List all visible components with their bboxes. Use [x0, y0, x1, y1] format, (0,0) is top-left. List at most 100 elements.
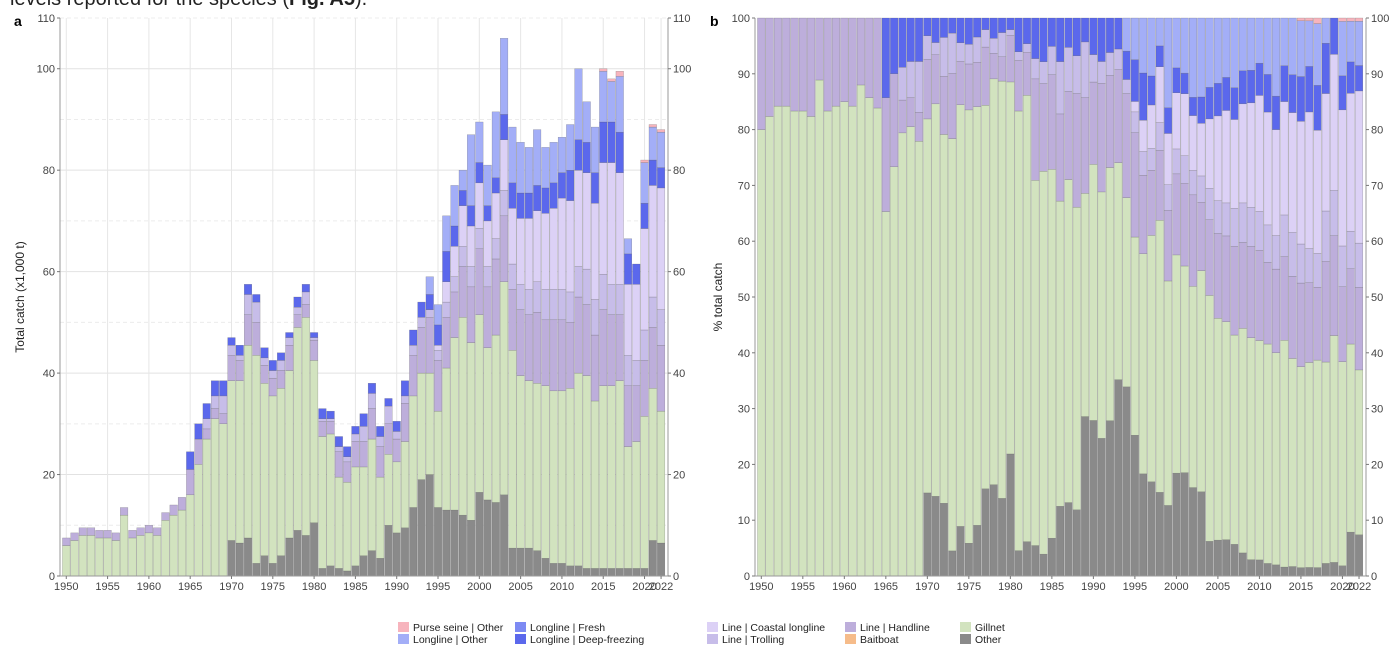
- bar-segment: [599, 309, 608, 386]
- panel-a: 0 20 40 60 80 100 110 0 20 40 60 80 100 110 1950 1955 19…: [13, 13, 691, 593]
- bar-segment: [981, 46, 990, 106]
- bar-segment: [442, 251, 451, 282]
- x-tick-label: 1985: [343, 581, 367, 593]
- bar-segment: [798, 17, 807, 112]
- bar-segment: [566, 322, 575, 389]
- bar-segment: [144, 525, 153, 534]
- caption: levels reported for the species (Fig. A5…: [10, 0, 367, 11]
- bar-segment: [500, 139, 509, 191]
- bar-segment: [1338, 361, 1347, 566]
- bar-segment: [1230, 246, 1239, 336]
- bar-segment: [574, 266, 583, 298]
- bar-segment: [417, 479, 426, 577]
- bar-segment: [367, 550, 376, 577]
- bar-segment: [1321, 17, 1330, 44]
- bar-segment: [1280, 340, 1289, 568]
- bar-segment: [1238, 103, 1247, 204]
- bar-segment: [1056, 200, 1065, 507]
- bar-segment: [1222, 539, 1231, 577]
- bar-segment: [1296, 20, 1305, 77]
- bar-segment: [890, 73, 899, 167]
- bar-segment: [409, 355, 418, 397]
- bar-segment: [210, 408, 219, 419]
- bar-segment: [566, 291, 575, 323]
- bar-segment: [1330, 335, 1339, 563]
- bar-segment: [1313, 23, 1322, 86]
- bar-segment: [1172, 173, 1181, 256]
- bar-segment: [1180, 472, 1189, 577]
- bar-segment: [648, 124, 657, 128]
- bar-segment: [840, 17, 849, 102]
- bar-segment: [1238, 328, 1247, 554]
- bar-segment: [1213, 200, 1222, 234]
- bar-segment: [1022, 43, 1031, 53]
- bar-segment: [1247, 337, 1256, 560]
- bar-segment: [1355, 90, 1364, 244]
- bar-segment: [1296, 121, 1305, 245]
- bar-segment: [260, 555, 269, 577]
- legend-swatch: [845, 634, 856, 644]
- bar-segment: [516, 547, 525, 577]
- bar-segment: [998, 17, 1007, 33]
- bar-segment: [1172, 254, 1181, 474]
- bar-segment: [1230, 87, 1239, 120]
- bar-segment: [524, 289, 533, 315]
- bar-segment: [557, 172, 566, 199]
- bar-segment: [177, 497, 186, 511]
- bar-segment: [524, 547, 533, 577]
- bar-segment: [1313, 359, 1322, 568]
- bar-segment: [450, 246, 459, 277]
- x-tick-label: 1960: [832, 581, 856, 593]
- bar-segment: [1072, 17, 1081, 57]
- bar-segment: [202, 438, 211, 577]
- bar-segment: [400, 403, 409, 442]
- y-tick-label: 60: [43, 267, 55, 279]
- x-tick-label: 2022: [1347, 581, 1371, 593]
- x-tick-label: 1980: [302, 581, 326, 593]
- bar-segment: [657, 129, 666, 133]
- bar-segment: [773, 105, 782, 577]
- bar-segment: [640, 159, 649, 163]
- bar-segment: [1346, 531, 1355, 577]
- bar-segment: [1247, 70, 1256, 104]
- bar-segment: [235, 355, 244, 361]
- bar-segment: [301, 304, 310, 318]
- bar-segment: [1155, 45, 1164, 68]
- bar-segment: [508, 208, 517, 265]
- bar-segment: [1114, 379, 1123, 577]
- bar-segment: [541, 187, 550, 214]
- bar-segment: [1006, 29, 1015, 36]
- bar-segment: [906, 61, 915, 98]
- bar-segment: [1139, 119, 1148, 152]
- bar-segment: [301, 284, 310, 293]
- bar-segment: [582, 101, 591, 143]
- bar-segment: [640, 360, 649, 417]
- bar-segment: [442, 281, 451, 303]
- bar-segment: [392, 431, 401, 440]
- x-tick-label: 1995: [426, 581, 450, 593]
- bar-segment: [557, 390, 566, 564]
- legend-swatch: [398, 622, 409, 632]
- bar-segment: [939, 134, 948, 504]
- bar-segment: [890, 17, 899, 74]
- bar-segment: [1272, 129, 1281, 236]
- bar-segment: [1263, 111, 1272, 226]
- bar-segment: [1081, 17, 1090, 43]
- bar-segment: [1180, 93, 1189, 156]
- bar-segment: [475, 248, 484, 315]
- bar-segment: [268, 377, 277, 397]
- bar-segment: [500, 215, 509, 282]
- bar-segment: [1097, 17, 1106, 62]
- bar-segment: [78, 527, 87, 536]
- bar-segment: [1313, 129, 1322, 254]
- bar-segment: [582, 304, 591, 376]
- bar-segment: [1313, 253, 1322, 288]
- bar-segment: [582, 142, 591, 173]
- bar-segment: [1288, 112, 1297, 233]
- bar-segment: [557, 137, 566, 173]
- bar-segment: [873, 107, 882, 577]
- y-tick-label: 80: [43, 165, 55, 177]
- bar-segment: [1346, 17, 1355, 22]
- bar-segment: [557, 319, 566, 392]
- bar-segment: [210, 418, 219, 577]
